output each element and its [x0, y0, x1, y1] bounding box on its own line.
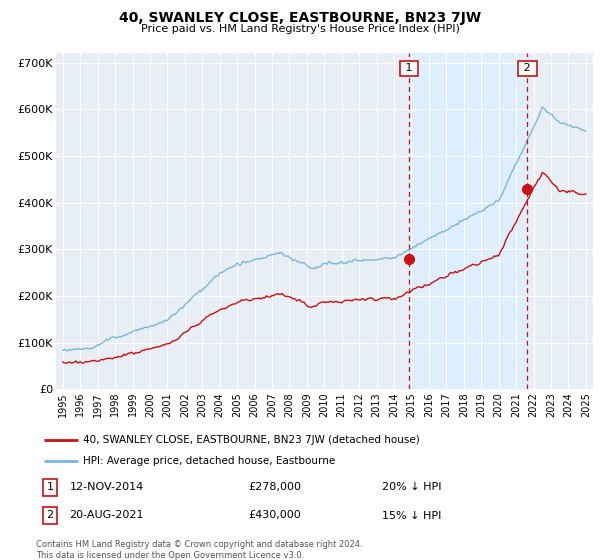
Text: 12-NOV-2014: 12-NOV-2014 [70, 482, 144, 492]
Text: 2: 2 [520, 63, 535, 73]
Text: Price paid vs. HM Land Registry's House Price Index (HPI): Price paid vs. HM Land Registry's House … [140, 24, 460, 34]
Text: £278,000: £278,000 [248, 482, 301, 492]
Text: 1: 1 [402, 63, 416, 73]
Text: HPI: Average price, detached house, Eastbourne: HPI: Average price, detached house, East… [83, 456, 335, 466]
Text: 1: 1 [46, 482, 53, 492]
Text: Contains HM Land Registry data © Crown copyright and database right 2024.
This d: Contains HM Land Registry data © Crown c… [36, 540, 362, 560]
Text: £430,000: £430,000 [248, 511, 301, 520]
Text: 40, SWANLEY CLOSE, EASTBOURNE, BN23 7JW: 40, SWANLEY CLOSE, EASTBOURNE, BN23 7JW [119, 11, 481, 25]
Text: 20% ↓ HPI: 20% ↓ HPI [382, 482, 442, 492]
Text: 20-AUG-2021: 20-AUG-2021 [70, 511, 144, 520]
Text: 15% ↓ HPI: 15% ↓ HPI [382, 511, 442, 520]
Bar [409, 53, 527, 389]
Text: 2: 2 [46, 511, 53, 520]
Text: 40, SWANLEY CLOSE, EASTBOURNE, BN23 7JW (detached house): 40, SWANLEY CLOSE, EASTBOURNE, BN23 7JW … [83, 436, 420, 446]
